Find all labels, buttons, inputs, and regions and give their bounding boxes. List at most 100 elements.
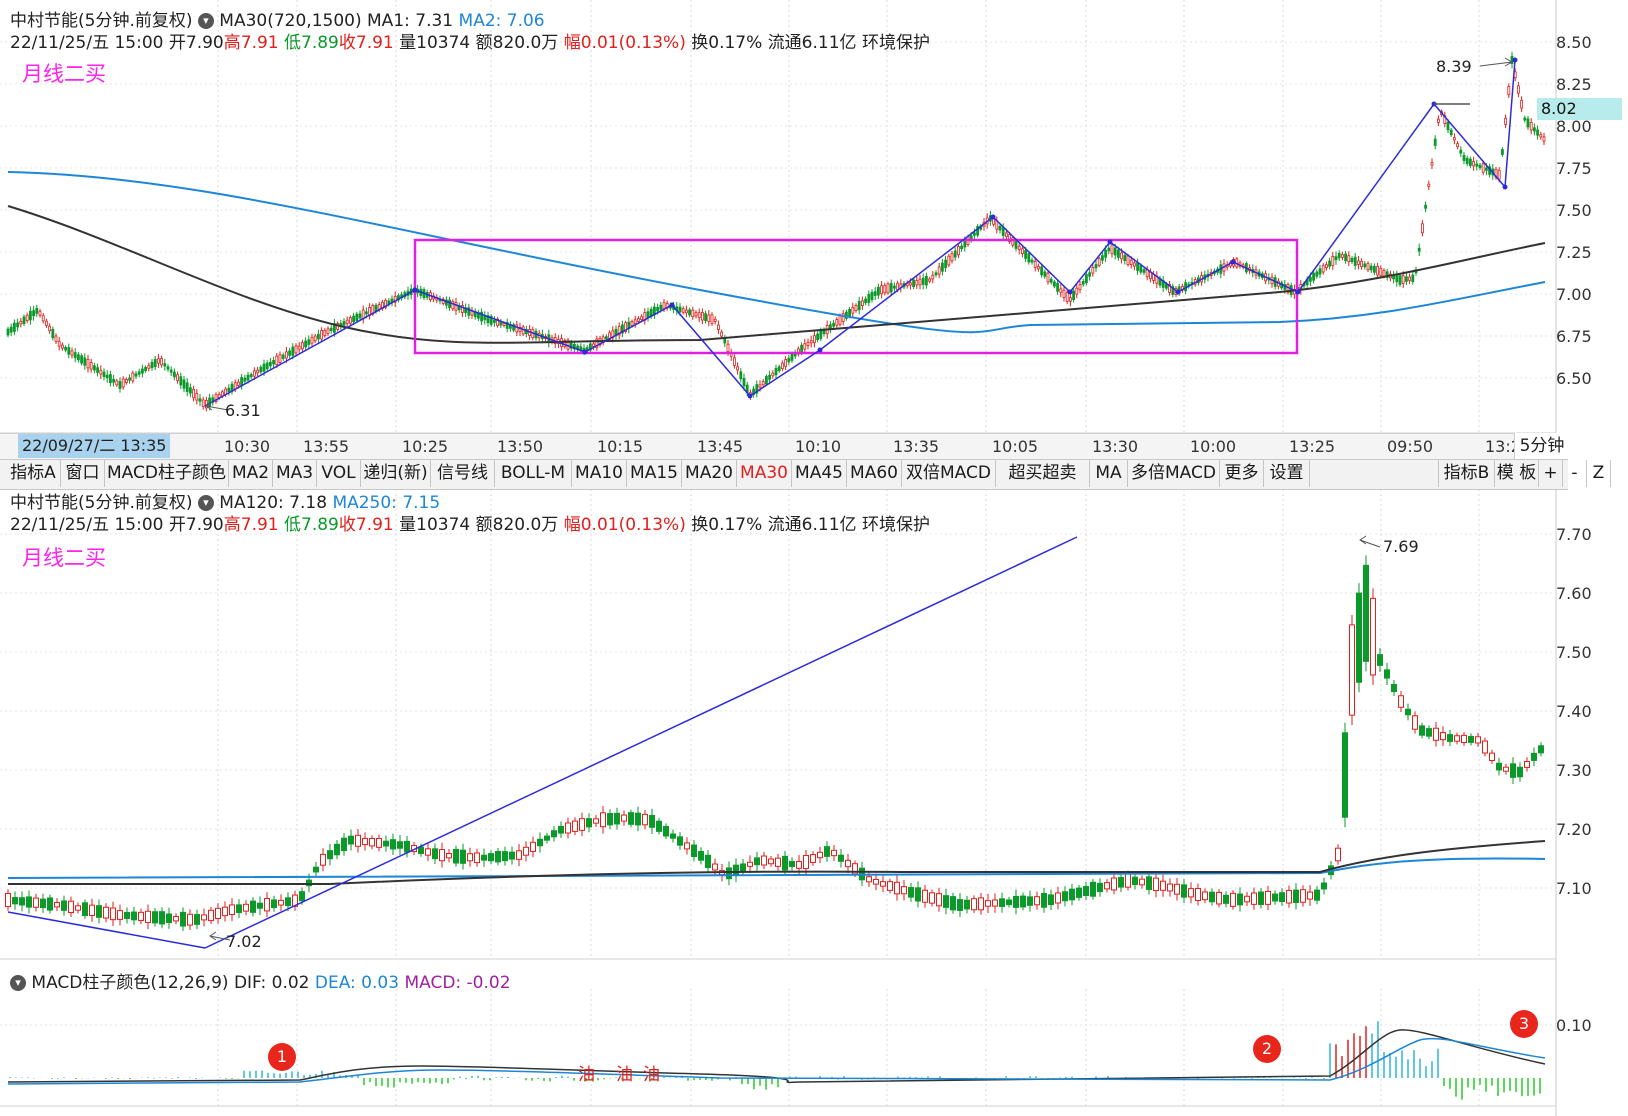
candle-body	[89, 362, 93, 370]
candle-body	[1104, 882, 1110, 890]
candle-body	[1384, 669, 1390, 679]
candle-body	[446, 853, 452, 859]
candle-body	[1062, 891, 1068, 902]
toolbar-item[interactable]: MACD柱子颜色	[105, 460, 229, 487]
toolbar-item[interactable]: MA15	[627, 460, 682, 487]
toolbar-item[interactable]: BOLL-M	[495, 460, 572, 487]
toolbar-item[interactable]: 多倍MACD	[1128, 460, 1220, 487]
candle-body	[611, 330, 615, 339]
candle-body	[460, 849, 466, 864]
toolbar-item[interactable]: 窗口	[61, 460, 105, 487]
toolbar-item[interactable]: MA30	[737, 460, 792, 487]
candle-body	[147, 365, 151, 369]
candle-body	[1424, 204, 1427, 209]
toolbar-item[interactable]: 递归(新)	[361, 460, 431, 487]
macd-value: MACD: -0.02	[404, 973, 511, 993]
candle-body	[99, 369, 103, 375]
candle-body	[1139, 878, 1145, 886]
toolbar-item[interactable]: 指标A	[6, 460, 61, 487]
candle-body	[607, 813, 613, 826]
candle-body	[589, 343, 592, 351]
toolbar-item[interactable]: MA20	[682, 460, 737, 487]
candle-body	[1209, 891, 1215, 903]
toolbar-item[interactable]: 更多	[1220, 460, 1264, 487]
candle-body	[1419, 725, 1425, 736]
toolbar-right-item[interactable]: Z	[1586, 460, 1611, 487]
candle-body	[160, 357, 164, 366]
toolbar-right-item[interactable]: +	[1538, 460, 1563, 487]
candle-body	[999, 898, 1005, 908]
candle-body	[294, 345, 298, 354]
time-tick: 13:35	[893, 437, 940, 456]
toolbar-item[interactable]: 双倍MACD	[902, 460, 996, 487]
chevron-down-icon[interactable]: ▾	[10, 975, 26, 991]
candle-body	[877, 286, 880, 296]
current-price-box: 8.02	[1537, 98, 1622, 120]
candle-body	[579, 818, 585, 831]
toolbar-item[interactable]: MA	[1090, 460, 1128, 487]
candle-body	[1005, 232, 1008, 238]
candle-body	[118, 381, 122, 389]
toolbar-item[interactable]: VOL	[317, 460, 361, 487]
toolbar-right-item[interactable]: -	[1562, 460, 1587, 487]
candle-body	[617, 326, 621, 336]
quote-date: 22/11/25/五 15:00	[10, 33, 164, 53]
toolbar-item[interactable]: MA45	[792, 460, 847, 487]
candle-body	[1501, 149, 1504, 155]
toolbar-item[interactable]: 信号线	[431, 460, 495, 487]
candle-body	[1091, 267, 1095, 274]
candle-body	[214, 394, 218, 402]
panel2-high-annot: 7.69	[1383, 537, 1419, 556]
quote-volume: 量10374	[399, 33, 471, 53]
candle-body	[1293, 288, 1296, 295]
candle-body	[691, 309, 695, 317]
candle-body	[864, 298, 867, 304]
candle-body	[1370, 597, 1376, 676]
candle-body	[566, 339, 570, 350]
chevron-down-icon[interactable]: ▾	[197, 495, 214, 511]
quote-low: 低7.89	[284, 33, 339, 53]
candle-body	[243, 903, 249, 912]
trend-node	[1502, 184, 1508, 190]
candle-body	[1293, 889, 1299, 904]
chevron-down-icon[interactable]: ▾	[197, 13, 214, 29]
candle-body	[1251, 892, 1257, 905]
candle-body	[512, 324, 515, 331]
toolbar-item[interactable]: MA60	[847, 460, 902, 487]
panel1-y-label: 7.50	[1556, 201, 1592, 220]
dea-line	[7, 1037, 1546, 1085]
candle-body	[1412, 715, 1418, 730]
candle-body	[262, 363, 266, 372]
toolbar-item[interactable]: MA10	[572, 460, 627, 487]
candle-body	[1533, 127, 1536, 132]
candle-body	[153, 358, 157, 368]
candle-body	[880, 881, 886, 887]
toolbar-item[interactable]: MA3	[273, 460, 317, 487]
candle-body	[334, 843, 340, 856]
toolbar-right-item[interactable]: 指标B	[1438, 460, 1495, 487]
toolbar-right-item[interactable]: 模 板	[1494, 460, 1539, 487]
candle-body	[1133, 262, 1136, 267]
toolbar-item[interactable]: 超买超卖	[996, 460, 1090, 487]
candle-body	[1126, 255, 1130, 265]
panel2-area	[0, 489, 1556, 959]
candle-body	[1101, 255, 1104, 261]
candle-body	[1462, 155, 1466, 161]
period-selector[interactable]: 5分钟	[1514, 433, 1569, 459]
candle-body	[688, 309, 691, 316]
candle-body	[624, 322, 627, 332]
toolbar-item[interactable]: MA2	[229, 460, 273, 487]
candle-body	[96, 905, 102, 918]
candle-body	[1075, 287, 1079, 295]
candle-body	[1223, 894, 1229, 904]
toolbar-item[interactable]: 设置	[1264, 460, 1310, 487]
candle-body	[1034, 896, 1040, 906]
candle-body	[1136, 262, 1139, 271]
candle-body	[816, 333, 819, 341]
candle-body	[1449, 129, 1453, 136]
candle-body	[134, 373, 138, 377]
candle-body	[1459, 149, 1463, 154]
candle-body	[523, 846, 529, 856]
candle-body	[1331, 256, 1335, 266]
